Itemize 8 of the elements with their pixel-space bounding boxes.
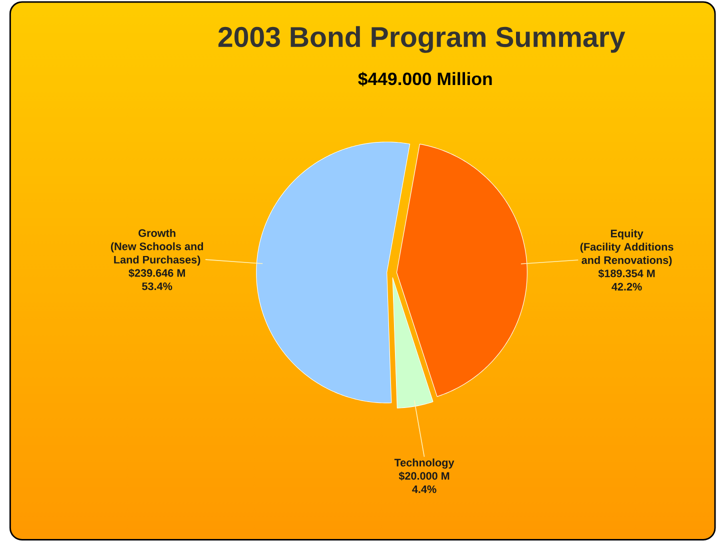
slice-label: Growth (New Schools and Land Purchases) — [110, 229, 204, 266]
slice-label: Equity (Facility Additions and Renovations) — [580, 230, 674, 266]
slice-label: Technology — [394, 458, 454, 469]
data-label: $189.354 M 42.2% — [598, 269, 655, 291]
chart-title: 2003 Bond Program Summary — [218, 26, 626, 54]
data-label: $20.000 M 4.4% — [398, 472, 450, 494]
chart-subtitle: $449.000 Million — [358, 72, 492, 86]
data-label: $239.646 M 53.4% — [128, 268, 185, 290]
